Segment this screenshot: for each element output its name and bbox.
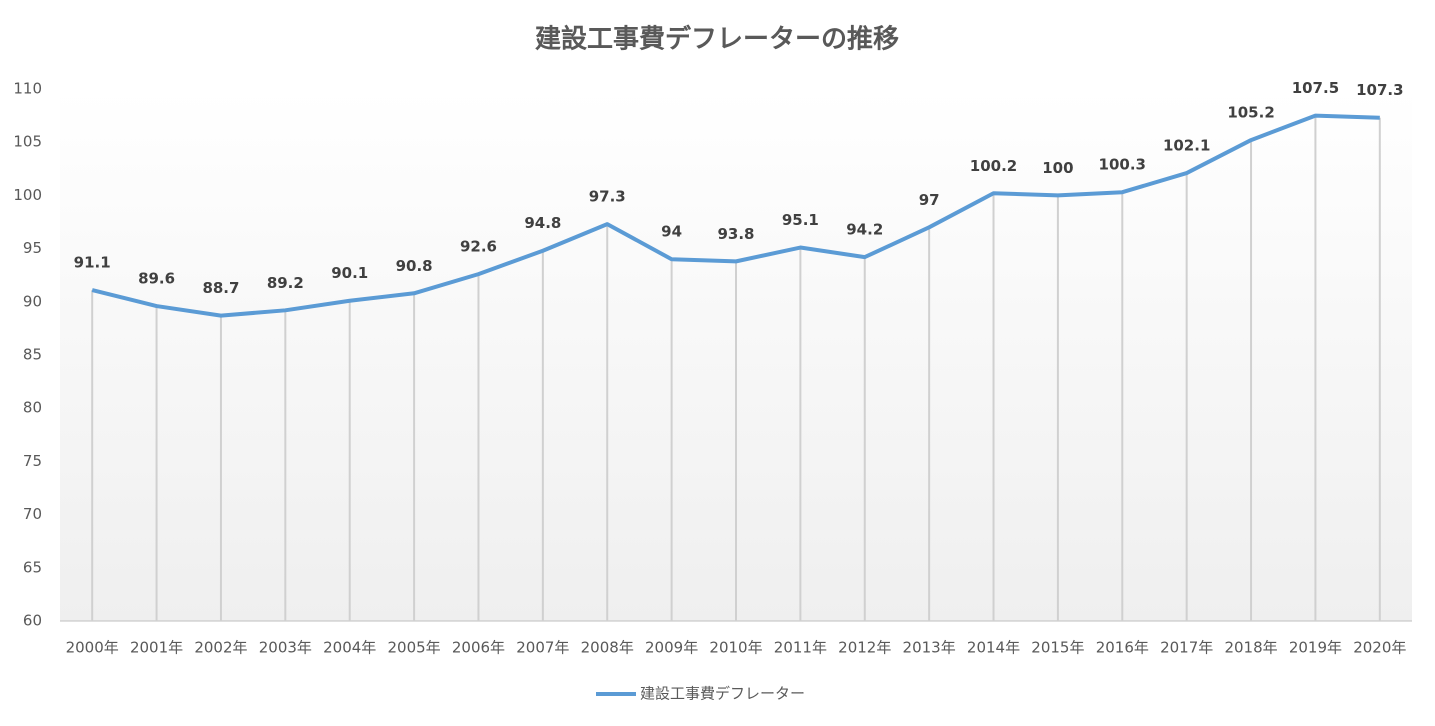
x-tick-label: 2020年 [1353, 639, 1406, 657]
x-tick-label: 2007年 [516, 639, 569, 657]
x-tick-label: 2015年 [1031, 639, 1084, 657]
data-label: 90.8 [396, 257, 433, 275]
x-tick-label: 2008年 [581, 639, 634, 657]
data-label: 97 [919, 191, 940, 209]
x-tick-label: 2018年 [1224, 639, 1277, 657]
y-tick-label: 70 [23, 505, 42, 523]
y-tick-label: 65 [23, 558, 42, 576]
data-label: 100 [1042, 159, 1073, 177]
data-label: 107.5 [1292, 79, 1339, 97]
x-tick-label: 2011年 [774, 639, 827, 657]
y-tick-label: 95 [23, 239, 42, 257]
data-label: 105.2 [1227, 104, 1274, 122]
x-tick-label: 2004年 [323, 639, 376, 657]
y-tick-label: 105 [13, 133, 42, 151]
x-tick-label: 2019年 [1289, 639, 1342, 657]
data-label: 93.8 [717, 225, 754, 243]
data-label: 107.3 [1356, 81, 1403, 99]
data-label: 100.2 [970, 157, 1017, 175]
x-tick-label: 2012年 [838, 639, 891, 657]
data-label: 89.6 [138, 270, 175, 288]
data-label: 94 [661, 223, 682, 241]
x-tick-label: 2006年 [452, 639, 505, 657]
y-tick-label: 90 [23, 292, 42, 310]
data-label: 94.8 [524, 214, 561, 232]
data-label: 88.7 [202, 279, 239, 297]
x-tick-label: 2013年 [903, 639, 956, 657]
x-tick-label: 2001年 [130, 639, 183, 657]
data-label: 91.1 [74, 254, 111, 272]
x-tick-label: 2014年 [967, 639, 1020, 657]
chart-title: 建設工事費デフレーターの推移 [535, 24, 899, 55]
x-tick-label: 2010年 [709, 639, 762, 657]
data-label: 89.2 [267, 274, 304, 292]
x-tick-label: 2009年 [645, 639, 698, 657]
y-tick-label: 80 [23, 399, 42, 417]
x-tick-label: 2017年 [1160, 639, 1213, 657]
y-tick-label: 110 [13, 80, 42, 98]
data-label: 100.3 [1099, 156, 1146, 174]
data-label: 95.1 [782, 211, 819, 229]
data-label: 94.2 [846, 221, 883, 239]
x-tick-label: 2005年 [388, 639, 441, 657]
data-label: 97.3 [589, 188, 626, 206]
data-label: 90.1 [331, 264, 368, 282]
data-label: 92.6 [460, 238, 497, 256]
y-tick-label: 60 [23, 612, 42, 630]
series-line [91, 113, 1380, 318]
y-tick-label: 100 [13, 186, 42, 204]
x-tick-label: 2000年 [66, 639, 119, 657]
x-tick-label: 2003年 [259, 639, 312, 657]
x-tick-label: 2002年 [194, 639, 247, 657]
legend-label: 建設工事費デフレーター [640, 685, 805, 703]
x-tick-label: 2016年 [1096, 639, 1149, 657]
data-label: 102.1 [1163, 137, 1210, 155]
y-tick-label: 85 [23, 346, 42, 364]
y-tick-label: 75 [23, 452, 42, 470]
